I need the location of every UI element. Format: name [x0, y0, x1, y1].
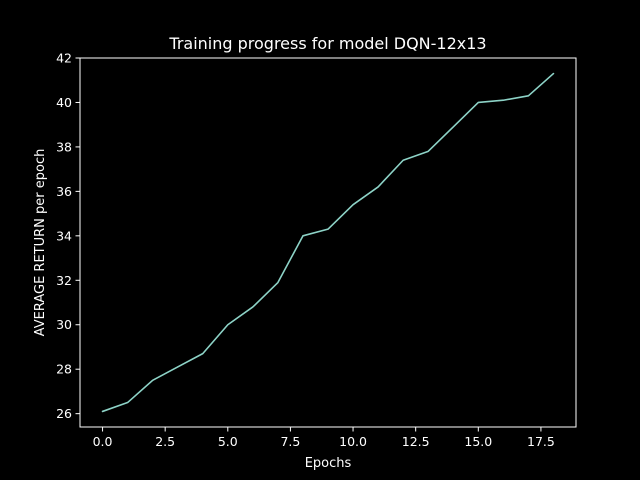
- y-axis: 26 28 30 32 34 36 38 40 42: [56, 51, 80, 421]
- y-tick-label: 26: [56, 406, 72, 421]
- y-axis-label: AVERAGE RETURN per epoch: [33, 149, 48, 337]
- x-tick-label: 17.5: [527, 434, 555, 449]
- y-tick-label: 30: [56, 317, 72, 332]
- x-tick-label: 2.5: [155, 434, 175, 449]
- y-tick-label: 40: [56, 95, 72, 110]
- y-tick-label: 32: [56, 273, 72, 288]
- x-tick-label: 10.0: [339, 434, 367, 449]
- x-tick-label: 5.0: [218, 434, 238, 449]
- series-layer: [101, 72, 555, 413]
- x-axis: 0.0 2.5 5.0 7.5 10.0 12.5 15.0 17.5: [93, 427, 555, 449]
- y-tick-label: 42: [56, 51, 72, 66]
- plot-frame: [79, 57, 577, 428]
- x-tick-label: 0.0: [93, 434, 113, 449]
- y-tick-label: 36: [56, 184, 72, 199]
- x-tick-label: 15.0: [464, 434, 492, 449]
- y-tick-label: 28: [56, 362, 72, 377]
- y-tick-label: 34: [56, 228, 72, 243]
- x-tick-label: 7.5: [280, 434, 300, 449]
- chart-title: Training progress for model DQN-12x13: [168, 34, 486, 53]
- y-tick-label: 38: [56, 139, 72, 154]
- plot-area: [79, 57, 577, 428]
- x-tick-label: 12.5: [402, 434, 430, 449]
- x-axis-label: Epochs: [305, 456, 352, 471]
